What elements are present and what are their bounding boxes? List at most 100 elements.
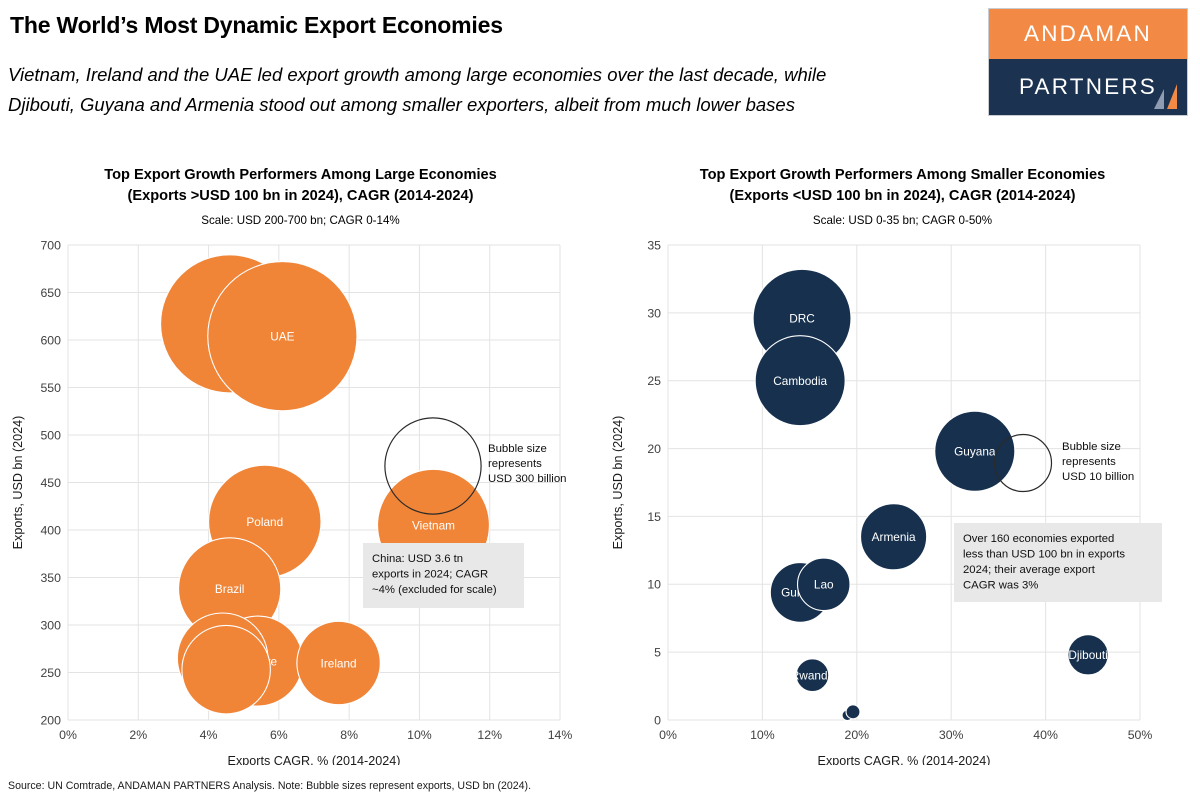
y-axis-tick: 400 [40, 523, 61, 537]
bubble-circle[interactable] [796, 557, 851, 612]
y-axis-tick: 650 [40, 286, 61, 300]
annotation-line: 2024; their average export [963, 564, 1096, 576]
company-logo: ANDAMAN PARTNERS [988, 8, 1188, 116]
y-axis-tick: 700 [40, 238, 61, 252]
y-axis-tick: 500 [40, 428, 61, 442]
bubble-label: Armenia [872, 530, 916, 544]
bubble-circle[interactable] [934, 410, 1016, 492]
x-axis-tick: 8% [340, 728, 358, 742]
bubble-guyana[interactable]: Guyana [934, 410, 1016, 492]
x-axis-title: Exports CAGR, % (2014-2024) [228, 754, 401, 765]
chart-title-small: Top Export Growth Performers Among Small… [630, 165, 1175, 207]
bubble-brazil[interactable]: Brazil [177, 537, 282, 641]
y-axis-tick: 30 [647, 306, 661, 320]
x-axis-tick: 30% [939, 728, 964, 742]
logo-word-andaman: ANDAMAN [1024, 21, 1152, 46]
annotation-line: Over 160 economies exported [963, 533, 1114, 545]
logo-top-band: ANDAMAN [989, 9, 1187, 59]
annotation-box [363, 543, 524, 608]
bubble-czechia[interactable] [181, 624, 271, 715]
size-legend-line: represents [488, 458, 542, 470]
bubble-label: Lao [814, 578, 834, 592]
x-axis-title: Exports CAGR, % (2014-2024) [818, 754, 991, 765]
chart-title-small-line-2: (Exports <USD 100 bn in 2024), CAGR (201… [729, 188, 1076, 205]
size-legend-line: USD 10 billion [1062, 471, 1134, 483]
bubble-label: Guyana [954, 445, 996, 459]
annotation-line: exports in 2024; CAGR [372, 569, 488, 581]
page-subtitle-line-2: Djibouti, Guyana and Armenia stood out a… [8, 93, 795, 115]
bubble-uae[interactable]: UAE [207, 261, 358, 412]
chart-panel-smaller-economies: Top Export Growth Performers Among Small… [610, 165, 1195, 765]
y-axis-tick: 5 [654, 646, 661, 660]
chart-panel-large-economies: Top Export Growth Performers Among Large… [8, 165, 593, 765]
logo-bottom-band: PARTNERS [989, 59, 1187, 115]
x-axis-tick: 12% [477, 728, 502, 742]
y-axis-tick: 10 [647, 578, 661, 592]
bubble-ireland[interactable]: Ireland [296, 620, 381, 706]
x-axis-tick: 0% [59, 728, 77, 742]
chart-subtitle-small: Scale: USD 0-35 bn; CAGR 0-50% [812, 214, 993, 228]
x-axis-tick: 20% [844, 728, 869, 742]
bubble-circle[interactable] [845, 704, 861, 720]
bubble-label: Poland [246, 515, 283, 529]
size-legend-circle [993, 433, 1053, 493]
y-axis-tick: 550 [40, 381, 61, 395]
chart-title-small-line-1: Top Export Growth Performers Among Small… [699, 167, 1106, 183]
bubble-circle[interactable] [296, 620, 381, 706]
bubble-timor-leste[interactable] [845, 704, 861, 720]
bubble-circle[interactable] [181, 624, 271, 715]
chart-title-large-line-1: Top Export Growth Performers Among Large… [104, 167, 497, 183]
bubble-label: Ireland [321, 656, 357, 670]
y-axis-tick: 350 [40, 571, 61, 585]
plot-area-small: 0 5 10 15 20 25 30 35 0% 10% 20% 30% 40% 50% Exports C… [610, 165, 1195, 765]
bubble-circle[interactable] [207, 261, 358, 412]
chart-title-large-line-2: (Exports >USD 100 bn in 2024), CAGR (201… [127, 188, 474, 205]
bubble-cambodia[interactable]: Cambodia [754, 335, 846, 427]
annotation-line: less than USD 100 bn in exports [963, 549, 1125, 561]
x-axis-tick: 10% [407, 728, 432, 742]
bubble-armenia[interactable]: Armenia [859, 503, 928, 571]
bubble-circle[interactable] [1067, 634, 1109, 676]
bubble-circle[interactable] [754, 335, 846, 427]
bubble-label: Brazil [215, 582, 245, 596]
sail-icon [1154, 84, 1177, 109]
chart-subtitle-large: Scale: USD 200-700 bn; CAGR 0-14% [201, 214, 400, 228]
size-legend-line: represents [1062, 456, 1116, 468]
y-axis-tick: 200 [40, 713, 61, 727]
x-axis-tick: 50% [1128, 728, 1153, 742]
x-axis-tick: 0% [659, 728, 677, 742]
y-axis-tick: 35 [647, 238, 661, 252]
y-axis-tick: 300 [40, 618, 61, 632]
y-axis-title: Exports, USD bn (2024) [611, 416, 625, 550]
bubble-lao[interactable]: Lao [796, 557, 851, 612]
y-axis-tick: 20 [647, 442, 661, 456]
y-axis-tick: 450 [40, 476, 61, 490]
size-legend-line: Bubble size [488, 443, 547, 455]
bubble-label: DRC [789, 312, 815, 326]
size-legend-line: USD 300 billion [488, 473, 567, 485]
bubble-circle[interactable] [859, 503, 928, 571]
x-axis-tick: 40% [1033, 728, 1058, 742]
bubble-rwanda[interactable]: Rwanda [791, 658, 835, 693]
y-axis-tick: 15 [647, 510, 661, 524]
bubble-djibouti[interactable]: Djibouti [1067, 634, 1109, 676]
annotation-line: CAGR was 3% [963, 580, 1038, 592]
annotation-box [954, 523, 1162, 602]
page-title: The World’s Most Dynamic Export Economie… [10, 12, 503, 38]
scatter-plot-small: 0 5 10 15 20 25 30 35 0% 10% 20% 30% 40% 50% Exports C… [611, 238, 1162, 765]
size-legend-circle [384, 417, 482, 515]
bubble-label: Vietnam [412, 519, 455, 533]
annotation-line: China: USD 3.6 tn [372, 553, 463, 565]
x-axis-tick: 6% [270, 728, 288, 742]
x-axis-tick: 2% [129, 728, 147, 742]
bubble-label: Rwanda [791, 669, 835, 683]
plot-area-large: 200 250 300 350 400 450 500 550 600 650 700 0% 2% 4% 6… [8, 165, 593, 765]
chart-title-large: Top Export Growth Performers Among Large… [28, 165, 573, 207]
bubble-circle[interactable] [795, 658, 830, 693]
scatter-plot-large: 200 250 300 350 400 450 500 550 600 650 700 0% 2% 4% 6… [11, 238, 572, 765]
bubble-label: UAE [270, 330, 294, 344]
y-axis-tick: 0 [654, 713, 661, 727]
logo-word-partners: PARTNERS [1018, 74, 1158, 99]
bubble-label: Djibouti [1068, 648, 1107, 662]
page-subtitle: Vietnam, Ireland and the UAE led export … [8, 60, 988, 120]
